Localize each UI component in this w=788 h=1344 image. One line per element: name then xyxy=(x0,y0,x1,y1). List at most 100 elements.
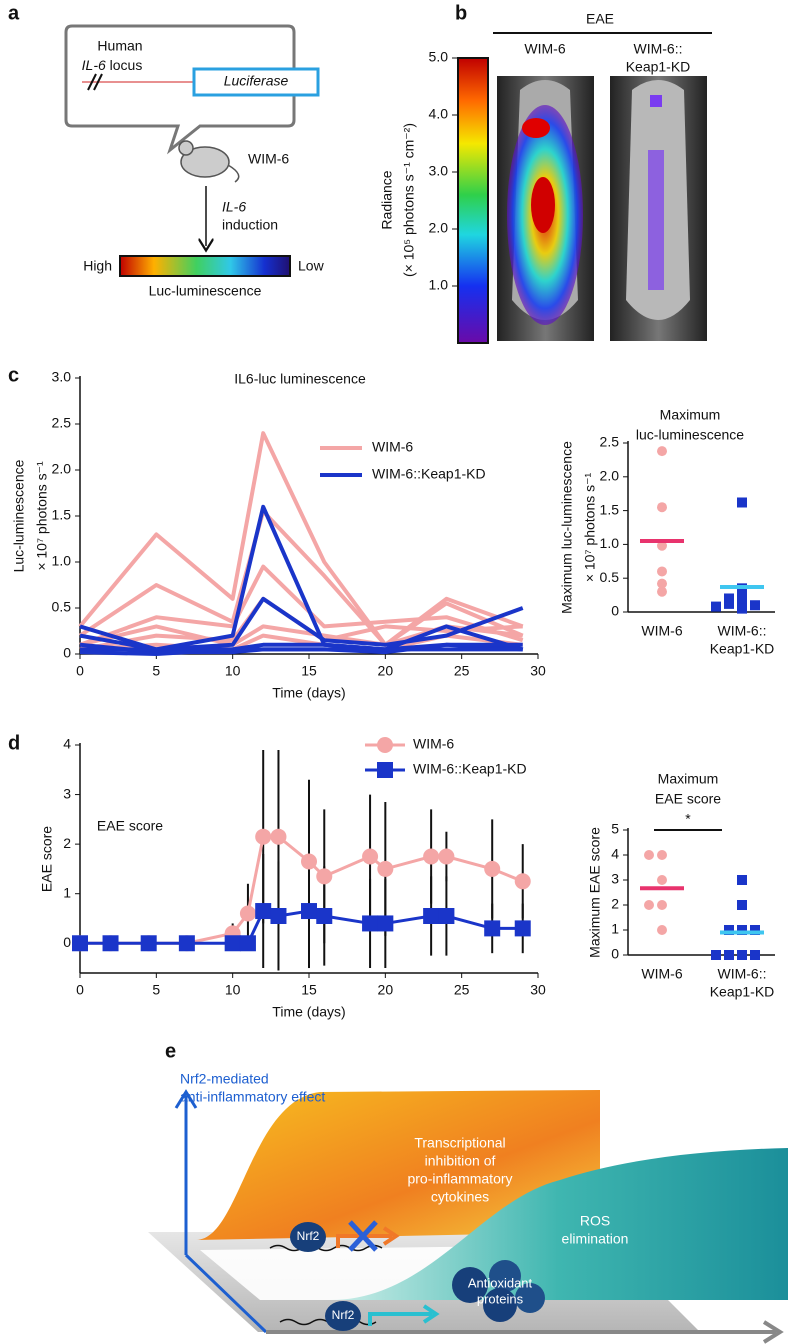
luminescence-scale xyxy=(119,255,291,277)
point xyxy=(72,935,88,952)
scale-end: High xyxy=(83,258,112,274)
colorbar-label: (× 10⁵ photons s⁻¹ cm⁻²) xyxy=(401,123,417,277)
panel-label: a xyxy=(8,2,20,24)
effect-label: ROS xyxy=(580,1213,610,1229)
x-tick-label: WIM-6:: xyxy=(718,623,767,639)
mouse-image xyxy=(497,76,594,341)
point xyxy=(644,850,654,860)
scale-end: Low xyxy=(298,258,325,274)
data-line xyxy=(78,431,524,647)
point xyxy=(711,601,721,612)
colorbar-label: Radiance xyxy=(379,170,395,229)
y-tick-label: 1 xyxy=(63,884,71,900)
point xyxy=(750,950,760,960)
chart-title: Maximum xyxy=(660,407,721,423)
effect-label: cytokines xyxy=(431,1189,489,1205)
point xyxy=(737,590,747,601)
point xyxy=(724,925,734,935)
y-tick-label: 0 xyxy=(611,603,619,619)
chart-title: EAE score xyxy=(655,791,721,807)
point xyxy=(657,566,667,577)
legend-label: WIM-6 xyxy=(413,736,454,752)
effect-label: pro-inflammatory xyxy=(407,1171,512,1187)
induction-label: induction xyxy=(222,217,278,233)
point xyxy=(239,935,256,952)
point xyxy=(423,848,440,865)
point xyxy=(657,540,667,551)
point xyxy=(423,908,440,924)
y-tick-label: 0.5 xyxy=(52,599,72,615)
y-tick-label: 3.0 xyxy=(52,369,72,385)
x-tick-label: 0 xyxy=(76,982,84,998)
x-tick-label: 20 xyxy=(378,982,394,998)
panel-label: d xyxy=(8,732,20,754)
point xyxy=(750,600,760,611)
effect-label: inhibition of xyxy=(425,1153,496,1169)
x-tick-label: 30 xyxy=(530,663,546,679)
point xyxy=(724,598,734,609)
legend-label: WIM-6 xyxy=(372,439,413,455)
point xyxy=(484,920,501,937)
mouse-label: WIM-6 xyxy=(248,151,289,167)
speech-bubble xyxy=(64,24,296,155)
axis-label: anti-inflammatory effect xyxy=(180,1089,325,1105)
y-axis-label: Luc-luminescence xyxy=(11,459,27,572)
colorbar-tick-label: 2.0 xyxy=(429,220,449,236)
y-tick-label: 4 xyxy=(63,736,71,752)
y-tick-label: 1.5 xyxy=(52,507,72,523)
panel-label: b xyxy=(455,2,467,24)
y-tick-label: 4 xyxy=(611,846,619,862)
x-tick-label: Keap1-KD xyxy=(710,641,775,657)
y-tick-label: 2.5 xyxy=(600,434,620,450)
y-axis-label: Maximum luc-luminescence xyxy=(559,441,575,614)
axis-label: Nrf2-mediated xyxy=(180,1071,269,1087)
point xyxy=(737,596,747,607)
point xyxy=(711,950,721,960)
x-tick-label: 10 xyxy=(225,982,241,998)
x-tick-label: 0 xyxy=(76,663,84,679)
point xyxy=(514,920,531,937)
gene: IL-6 xyxy=(82,57,106,73)
y-tick-label: 2.0 xyxy=(600,468,620,484)
x-tick-label: WIM-6 xyxy=(641,623,682,639)
point xyxy=(514,873,531,890)
mechanism-diagram xyxy=(148,1089,788,1344)
panel-label: e xyxy=(165,1040,176,1062)
y-axis-label: × 10⁷ photons s⁻¹ xyxy=(582,472,598,582)
x-tick-label: 25 xyxy=(454,982,470,998)
x-tick-label: 25 xyxy=(454,663,470,679)
locus-label: Human xyxy=(97,38,142,54)
data-line xyxy=(79,647,523,656)
chart-title: luc-luminescence xyxy=(636,427,744,443)
point xyxy=(255,828,272,845)
point xyxy=(316,908,333,924)
point xyxy=(301,903,317,920)
data-line xyxy=(78,509,524,647)
y-tick-label: 0 xyxy=(63,645,71,661)
data-line xyxy=(80,835,524,945)
colorbar-tick-label: 4.0 xyxy=(429,106,449,122)
protein-label: Antioxidant xyxy=(468,1275,533,1290)
nrf2-label: Nrf2 xyxy=(297,1229,320,1243)
point xyxy=(657,502,667,513)
effect-label: Transcriptional xyxy=(414,1135,505,1151)
y-tick-label: 2.5 xyxy=(52,415,72,431)
x-tick-label: 30 xyxy=(530,982,546,998)
point xyxy=(438,908,455,924)
x-tick-label: Keap1-KD xyxy=(710,984,775,1000)
point xyxy=(484,860,501,877)
scale-label: Luc-luminescence xyxy=(149,283,262,299)
point xyxy=(178,935,195,952)
y-tick-label: 2 xyxy=(611,896,619,912)
point xyxy=(737,925,747,935)
sample-label: Keap1-KD xyxy=(626,59,691,75)
point xyxy=(657,900,667,910)
point xyxy=(737,900,747,910)
colorbar-rect xyxy=(457,57,489,344)
nrf2-label: Nrf2 xyxy=(332,1308,355,1322)
y-tick-label: 3 xyxy=(611,871,619,887)
legend-marker xyxy=(377,737,393,753)
x-tick-label: WIM-6:: xyxy=(718,966,767,982)
colorbar-tick-label: 3.0 xyxy=(429,163,449,179)
